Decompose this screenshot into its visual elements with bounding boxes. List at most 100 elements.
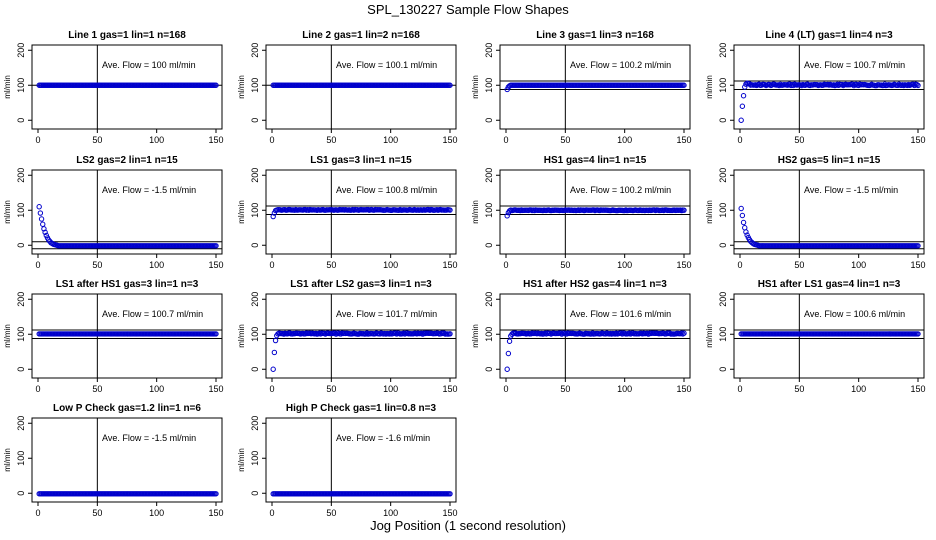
panel-title: HS1 after LS1 gas=4 lin=1 n=3 bbox=[758, 279, 901, 290]
avg-flow-annotation: Ave. Flow = 100.6 ml/min bbox=[804, 309, 905, 319]
x-tick-label: 0 bbox=[503, 135, 508, 145]
x-tick-label: 150 bbox=[442, 260, 457, 270]
y-tick-label: 100 bbox=[16, 203, 26, 218]
panel-title: HS1 after HS2 gas=4 lin=1 n=3 bbox=[523, 279, 667, 290]
x-tick-label: 0 bbox=[269, 508, 274, 518]
panel-13: Low P Check gas=1.2 lin=1 n=6 ml/min 0 100 2… bbox=[3, 403, 224, 518]
x-tick-label: 50 bbox=[326, 508, 336, 518]
x-tick-label: 100 bbox=[383, 508, 398, 518]
data-point bbox=[738, 117, 744, 123]
y-tick-label: 100 bbox=[484, 327, 494, 342]
y-tick-label: 200 bbox=[250, 168, 260, 183]
y-tick-label: 0 bbox=[16, 367, 26, 372]
data-point bbox=[506, 208, 513, 214]
y-axis-label: ml/min bbox=[471, 200, 480, 224]
x-tick-label: 100 bbox=[383, 260, 398, 270]
avg-flow-annotation: Ave. Flow = 100 ml/min bbox=[102, 60, 196, 70]
y-tick-label: 0 bbox=[484, 118, 494, 123]
y-tick-label: 0 bbox=[250, 491, 260, 496]
y-axis-label: ml/min bbox=[705, 75, 714, 99]
panel-title: LS1 gas=3 lin=1 n=15 bbox=[310, 155, 412, 166]
x-tick-label: 50 bbox=[92, 260, 102, 270]
data-point bbox=[742, 84, 748, 90]
y-tick-label: 100 bbox=[718, 327, 728, 342]
x-tick-label: 50 bbox=[326, 384, 336, 394]
data-point bbox=[213, 243, 219, 249]
x-tick-label: 0 bbox=[35, 135, 40, 145]
y-tick-label: 100 bbox=[16, 451, 26, 466]
y-tick-label: 100 bbox=[16, 327, 26, 342]
x-tick-label: 100 bbox=[851, 260, 866, 270]
x-tick-label: 50 bbox=[92, 384, 102, 394]
x-tick-label: 100 bbox=[383, 384, 398, 394]
data-point bbox=[37, 210, 44, 216]
x-tick-label: 150 bbox=[208, 508, 223, 518]
x-tick-label: 0 bbox=[35, 508, 40, 518]
y-tick-label: 200 bbox=[16, 168, 26, 183]
plot-frame bbox=[265, 169, 457, 255]
y-tick-label: 200 bbox=[250, 416, 260, 431]
x-tick-label: 150 bbox=[910, 260, 925, 270]
x-tick-label: 0 bbox=[35, 384, 40, 394]
x-tick-label: 150 bbox=[208, 384, 223, 394]
plot-frame bbox=[31, 44, 223, 130]
panel-title: High P Check gas=1 lin=0.8 n=3 bbox=[286, 403, 437, 414]
y-tick-label: 0 bbox=[16, 118, 26, 123]
data-point bbox=[915, 82, 921, 89]
panel-4: Line 4 (LT) gas=1 lin=4 n=3 ml/min 0 100 200… bbox=[705, 30, 926, 145]
data-point bbox=[40, 221, 46, 227]
y-tick-label: 100 bbox=[484, 78, 494, 93]
x-tick-label: 150 bbox=[910, 384, 925, 394]
y-tick-label: 0 bbox=[718, 367, 728, 372]
y-axis-label: ml/min bbox=[237, 75, 246, 99]
avg-flow-annotation: Ave. Flow = 100.2 ml/min bbox=[570, 185, 671, 195]
avg-flow-annotation: Ave. Flow = 100.1 ml/min bbox=[336, 60, 437, 70]
data-point bbox=[740, 93, 747, 99]
plot-frame bbox=[265, 417, 457, 503]
data-point bbox=[505, 350, 512, 357]
x-tick-label: 0 bbox=[503, 260, 508, 270]
y-tick-label: 100 bbox=[250, 203, 260, 218]
y-tick-label: 100 bbox=[16, 78, 26, 93]
x-tick-label: 0 bbox=[269, 260, 274, 270]
panel-10: LS1 after LS2 gas=3 lin=1 n=3 ml/min 0 100 2… bbox=[237, 279, 458, 394]
y-tick-label: 100 bbox=[718, 78, 728, 93]
data-point bbox=[681, 207, 687, 213]
plot-frame bbox=[733, 169, 925, 255]
y-tick-label: 200 bbox=[718, 168, 728, 183]
panel-6: LS1 gas=3 lin=1 n=15 ml/min 0 100 200 0 50 100 1… bbox=[237, 155, 458, 270]
data-point bbox=[271, 349, 278, 356]
y-axis-label: ml/min bbox=[3, 200, 12, 224]
x-tick-label: 150 bbox=[676, 260, 691, 270]
y-tick-label: 0 bbox=[250, 367, 260, 372]
x-tick-label: 0 bbox=[269, 135, 274, 145]
panel-12: HS1 after LS1 gas=4 lin=1 n=3 ml/min 0 100 2… bbox=[705, 279, 926, 394]
data-point bbox=[447, 82, 453, 88]
x-tick-label: 100 bbox=[851, 135, 866, 145]
plot-frame bbox=[31, 293, 223, 379]
y-axis-label: ml/min bbox=[471, 75, 480, 99]
x-tick-label: 150 bbox=[676, 384, 691, 394]
data-point bbox=[667, 330, 673, 336]
panel-title: HS2 gas=5 lin=1 n=15 bbox=[778, 155, 881, 166]
avg-flow-annotation: Ave. Flow = -1.5 ml/min bbox=[102, 185, 196, 195]
data-point bbox=[681, 330, 687, 336]
data-point bbox=[743, 229, 749, 235]
x-tick-label: 50 bbox=[794, 260, 804, 270]
y-tick-label: 200 bbox=[16, 292, 26, 307]
panel-5: LS2 gas=2 lin=1 n=15 ml/min 0 100 200 0 50 100 1… bbox=[3, 155, 224, 270]
y-tick-label: 0 bbox=[718, 118, 728, 123]
data-point bbox=[914, 81, 920, 88]
data-point bbox=[799, 82, 805, 89]
data-point bbox=[910, 81, 916, 87]
x-tick-label: 50 bbox=[560, 384, 570, 394]
y-axis-label: ml/min bbox=[237, 324, 246, 348]
avg-flow-annotation: Ave. Flow = 100.7 ml/min bbox=[804, 60, 905, 70]
x-tick-label: 150 bbox=[442, 384, 457, 394]
data-point bbox=[270, 366, 276, 372]
plot-frame bbox=[265, 293, 457, 379]
panel-title: HS1 gas=4 lin=1 n=15 bbox=[544, 155, 647, 166]
y-axis-label: ml/min bbox=[3, 448, 12, 472]
